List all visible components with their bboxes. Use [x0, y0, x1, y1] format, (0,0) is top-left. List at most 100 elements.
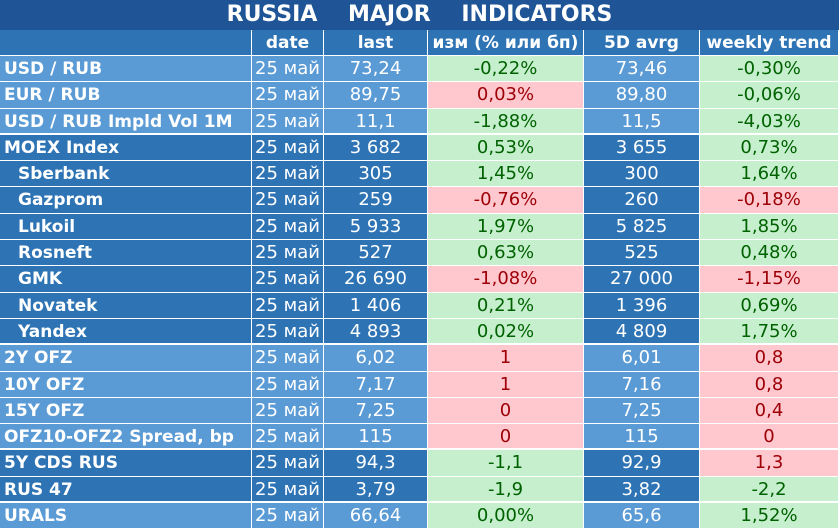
row-weekly-cell[interactable]: 0 [700, 424, 839, 451]
row-name-cell[interactable]: OFZ10-OFZ2 Spread, bp [0, 424, 252, 451]
row-date-cell[interactable]: 25 май [252, 424, 324, 451]
row-avg-cell[interactable]: 4 809 [584, 318, 700, 346]
row-avg-cell[interactable]: 1 396 [584, 292, 700, 319]
row-name-cell[interactable]: Yandex [0, 318, 252, 346]
row-date-cell[interactable]: 25 май [252, 371, 324, 398]
row-avg-cell[interactable]: 525 [584, 240, 700, 267]
row-name-cell[interactable]: USD / RUB [0, 56, 252, 83]
row-change-cell[interactable]: 1,97% [428, 213, 584, 241]
row-name-cell[interactable]: Novatek [0, 292, 252, 319]
row-date-cell[interactable]: 25 май [252, 450, 324, 477]
row-change-cell[interactable]: -1,1 [428, 450, 584, 477]
row-weekly-cell[interactable]: 1,52% [700, 503, 839, 529]
row-avg-cell[interactable]: 89,80 [584, 82, 700, 109]
row-change-cell[interactable]: -1,88% [428, 108, 584, 135]
row-change-cell[interactable]: 0,03% [428, 82, 584, 109]
row-change-cell[interactable]: 1,45% [428, 161, 584, 188]
row-avg-cell[interactable]: 115 [584, 424, 700, 451]
row-change-cell[interactable]: 0,00% [428, 503, 584, 529]
row-name-cell[interactable]: MOEX Index [0, 134, 252, 162]
row-last-cell[interactable]: 6,02 [324, 345, 428, 372]
row-date-cell[interactable]: 25 май [252, 161, 324, 188]
row-date-cell[interactable]: 25 май [252, 266, 324, 293]
row-weekly-cell[interactable]: 0,48% [700, 240, 839, 267]
row-weekly-cell[interactable]: 1,3 [700, 450, 839, 477]
row-name-cell[interactable]: 2Y OFZ [0, 345, 252, 372]
row-date-cell[interactable]: 25 май [252, 56, 324, 83]
row-name-cell[interactable]: EUR / RUB [0, 82, 252, 109]
row-last-cell[interactable]: 94,3 [324, 450, 428, 477]
row-last-cell[interactable]: 527 [324, 240, 428, 267]
row-date-cell[interactable]: 25 май [252, 397, 324, 425]
row-change-cell[interactable]: 0,53% [428, 134, 584, 162]
row-name-cell[interactable]: RUS 47 [0, 476, 252, 504]
row-avg-cell[interactable]: 300 [584, 161, 700, 188]
row-avg-cell[interactable]: 7,25 [584, 397, 700, 425]
row-avg-cell[interactable]: 92,9 [584, 450, 700, 477]
row-last-cell[interactable]: 66,64 [324, 503, 428, 529]
row-weekly-cell[interactable]: 1,75% [700, 318, 839, 346]
row-weekly-cell[interactable]: -0,18% [700, 187, 839, 214]
row-avg-cell[interactable]: 7,16 [584, 371, 700, 398]
row-weekly-cell[interactable]: 0,73% [700, 134, 839, 162]
row-weekly-cell[interactable]: -0,06% [700, 82, 839, 109]
row-avg-cell[interactable]: 73,46 [584, 56, 700, 83]
row-change-cell[interactable]: 0,02% [428, 318, 584, 346]
row-avg-cell[interactable]: 3,82 [584, 476, 700, 504]
row-change-cell[interactable]: 1 [428, 345, 584, 372]
row-last-cell[interactable]: 26 690 [324, 266, 428, 293]
row-weekly-cell[interactable]: -0,30% [700, 56, 839, 83]
row-name-cell[interactable]: Sberbank [0, 161, 252, 188]
row-avg-cell[interactable]: 5 825 [584, 213, 700, 241]
row-date-cell[interactable]: 25 май [252, 292, 324, 319]
row-last-cell[interactable]: 1 406 [324, 292, 428, 319]
row-date-cell[interactable]: 25 май [252, 240, 324, 267]
row-date-cell[interactable]: 25 май [252, 503, 324, 529]
row-avg-cell[interactable]: 11,5 [584, 108, 700, 135]
row-last-cell[interactable]: 305 [324, 161, 428, 188]
row-change-cell[interactable]: -0,22% [428, 56, 584, 83]
row-last-cell[interactable]: 11,1 [324, 108, 428, 135]
row-last-cell[interactable]: 4 893 [324, 318, 428, 346]
row-name-cell[interactable]: 5Y CDS RUS [0, 450, 252, 477]
row-name-cell[interactable]: USD / RUB Impld Vol 1M [0, 108, 252, 135]
row-name-cell[interactable]: URALS [0, 503, 252, 529]
row-avg-cell[interactable]: 260 [584, 187, 700, 214]
row-change-cell[interactable]: 0 [428, 397, 584, 425]
row-name-cell[interactable]: 15Y OFZ [0, 397, 252, 425]
row-avg-cell[interactable]: 3 655 [584, 134, 700, 162]
row-change-cell[interactable]: 0 [428, 424, 584, 451]
row-last-cell[interactable]: 3 682 [324, 134, 428, 162]
row-date-cell[interactable]: 25 май [252, 476, 324, 504]
row-date-cell[interactable]: 25 май [252, 318, 324, 346]
row-change-cell[interactable]: -1,9 [428, 476, 584, 504]
row-date-cell[interactable]: 25 май [252, 82, 324, 109]
row-weekly-cell[interactable]: -4,03% [700, 108, 839, 135]
row-weekly-cell[interactable]: 0,8 [700, 371, 839, 398]
row-change-cell[interactable]: -0,76% [428, 187, 584, 214]
row-weekly-cell[interactable]: 0,8 [700, 345, 839, 372]
row-name-cell[interactable]: GMK [0, 266, 252, 293]
row-avg-cell[interactable]: 6,01 [584, 345, 700, 372]
row-last-cell[interactable]: 7,25 [324, 397, 428, 425]
row-last-cell[interactable]: 259 [324, 187, 428, 214]
row-change-cell[interactable]: -1,08% [428, 266, 584, 293]
row-name-cell[interactable]: Lukoil [0, 213, 252, 241]
row-weekly-cell[interactable]: 0,4 [700, 397, 839, 425]
row-last-cell[interactable]: 5 933 [324, 213, 428, 241]
row-last-cell[interactable]: 73,24 [324, 56, 428, 83]
row-change-cell[interactable]: 0,63% [428, 240, 584, 267]
row-date-cell[interactable]: 25 май [252, 213, 324, 241]
row-avg-cell[interactable]: 65,6 [584, 503, 700, 529]
row-avg-cell[interactable]: 27 000 [584, 266, 700, 293]
row-change-cell[interactable]: 0,21% [428, 292, 584, 319]
row-date-cell[interactable]: 25 май [252, 187, 324, 214]
row-last-cell[interactable]: 89,75 [324, 82, 428, 109]
row-last-cell[interactable]: 7,17 [324, 371, 428, 398]
row-name-cell[interactable]: 10Y OFZ [0, 371, 252, 398]
row-date-cell[interactable]: 25 май [252, 108, 324, 135]
row-weekly-cell[interactable]: 1,85% [700, 213, 839, 241]
row-name-cell[interactable]: Gazprom [0, 187, 252, 214]
row-last-cell[interactable]: 115 [324, 424, 428, 451]
row-date-cell[interactable]: 25 май [252, 134, 324, 162]
